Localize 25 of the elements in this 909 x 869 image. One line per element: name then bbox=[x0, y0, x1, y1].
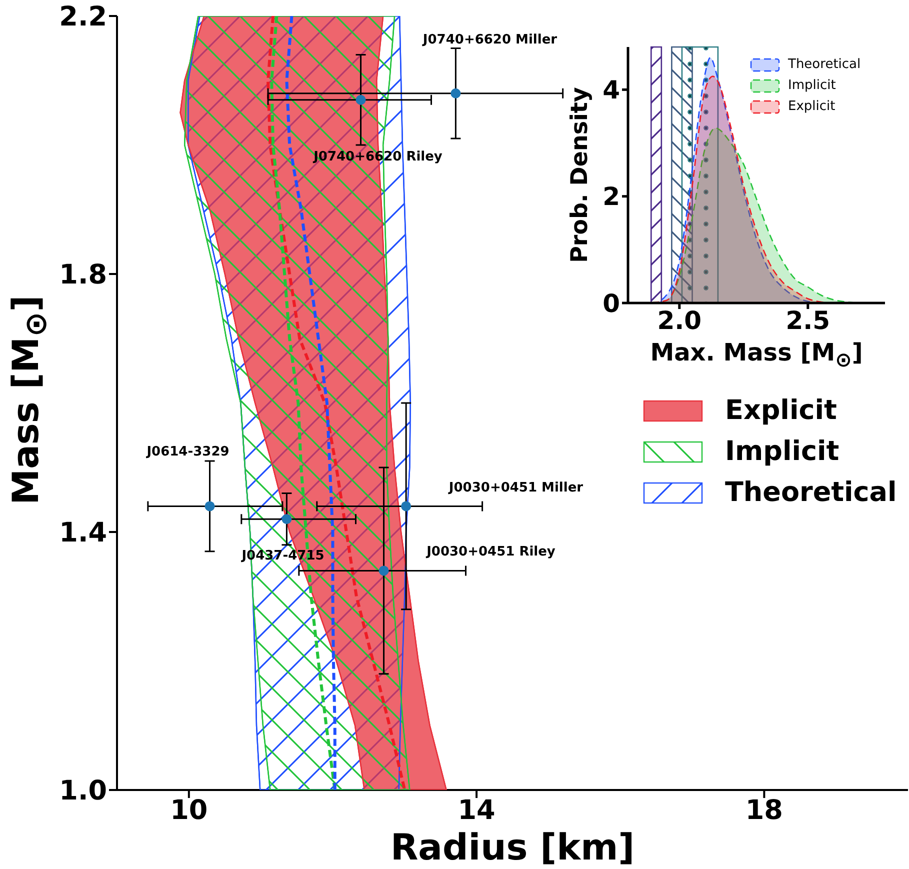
annotation: J0740+6620 Miller bbox=[422, 32, 558, 48]
legend-label: Explicit bbox=[788, 99, 836, 114]
annotation: J0030+0451 Miller bbox=[448, 480, 584, 496]
y-tick-label: 4 bbox=[602, 76, 620, 105]
legend-label: Explicit bbox=[725, 395, 837, 426]
x-tick-label: 2.5 bbox=[786, 306, 830, 335]
y-axis-title: Prob. Density bbox=[567, 87, 593, 263]
y-tick-label: 1.0 bbox=[59, 776, 107, 807]
y-tick-label: 2 bbox=[602, 182, 620, 212]
x-tick-label: 18 bbox=[745, 795, 783, 826]
legend-label: Implicit bbox=[788, 78, 836, 93]
legend-label: Theoretical bbox=[788, 57, 861, 72]
x-tick-label: 10 bbox=[170, 795, 208, 826]
y-tick-label: 2.2 bbox=[59, 2, 107, 33]
x-tick-label: 14 bbox=[458, 795, 496, 826]
x-axis-title: Max. Mass [M$_{⊙}$] bbox=[650, 338, 863, 372]
y-tick-label: 1.4 bbox=[59, 518, 107, 549]
y-tick-label: 0 bbox=[602, 288, 620, 318]
annotation: J0614-3329 bbox=[146, 444, 230, 460]
x-axis-title: Radius [km] bbox=[390, 828, 635, 868]
annotation: J0030+0451 Riley bbox=[426, 544, 556, 560]
x-tick-label: 2.0 bbox=[657, 306, 702, 335]
y-tick-label: 1.8 bbox=[59, 260, 107, 291]
text: Implicit bbox=[725, 436, 840, 467]
text: Theoretical bbox=[725, 477, 897, 508]
